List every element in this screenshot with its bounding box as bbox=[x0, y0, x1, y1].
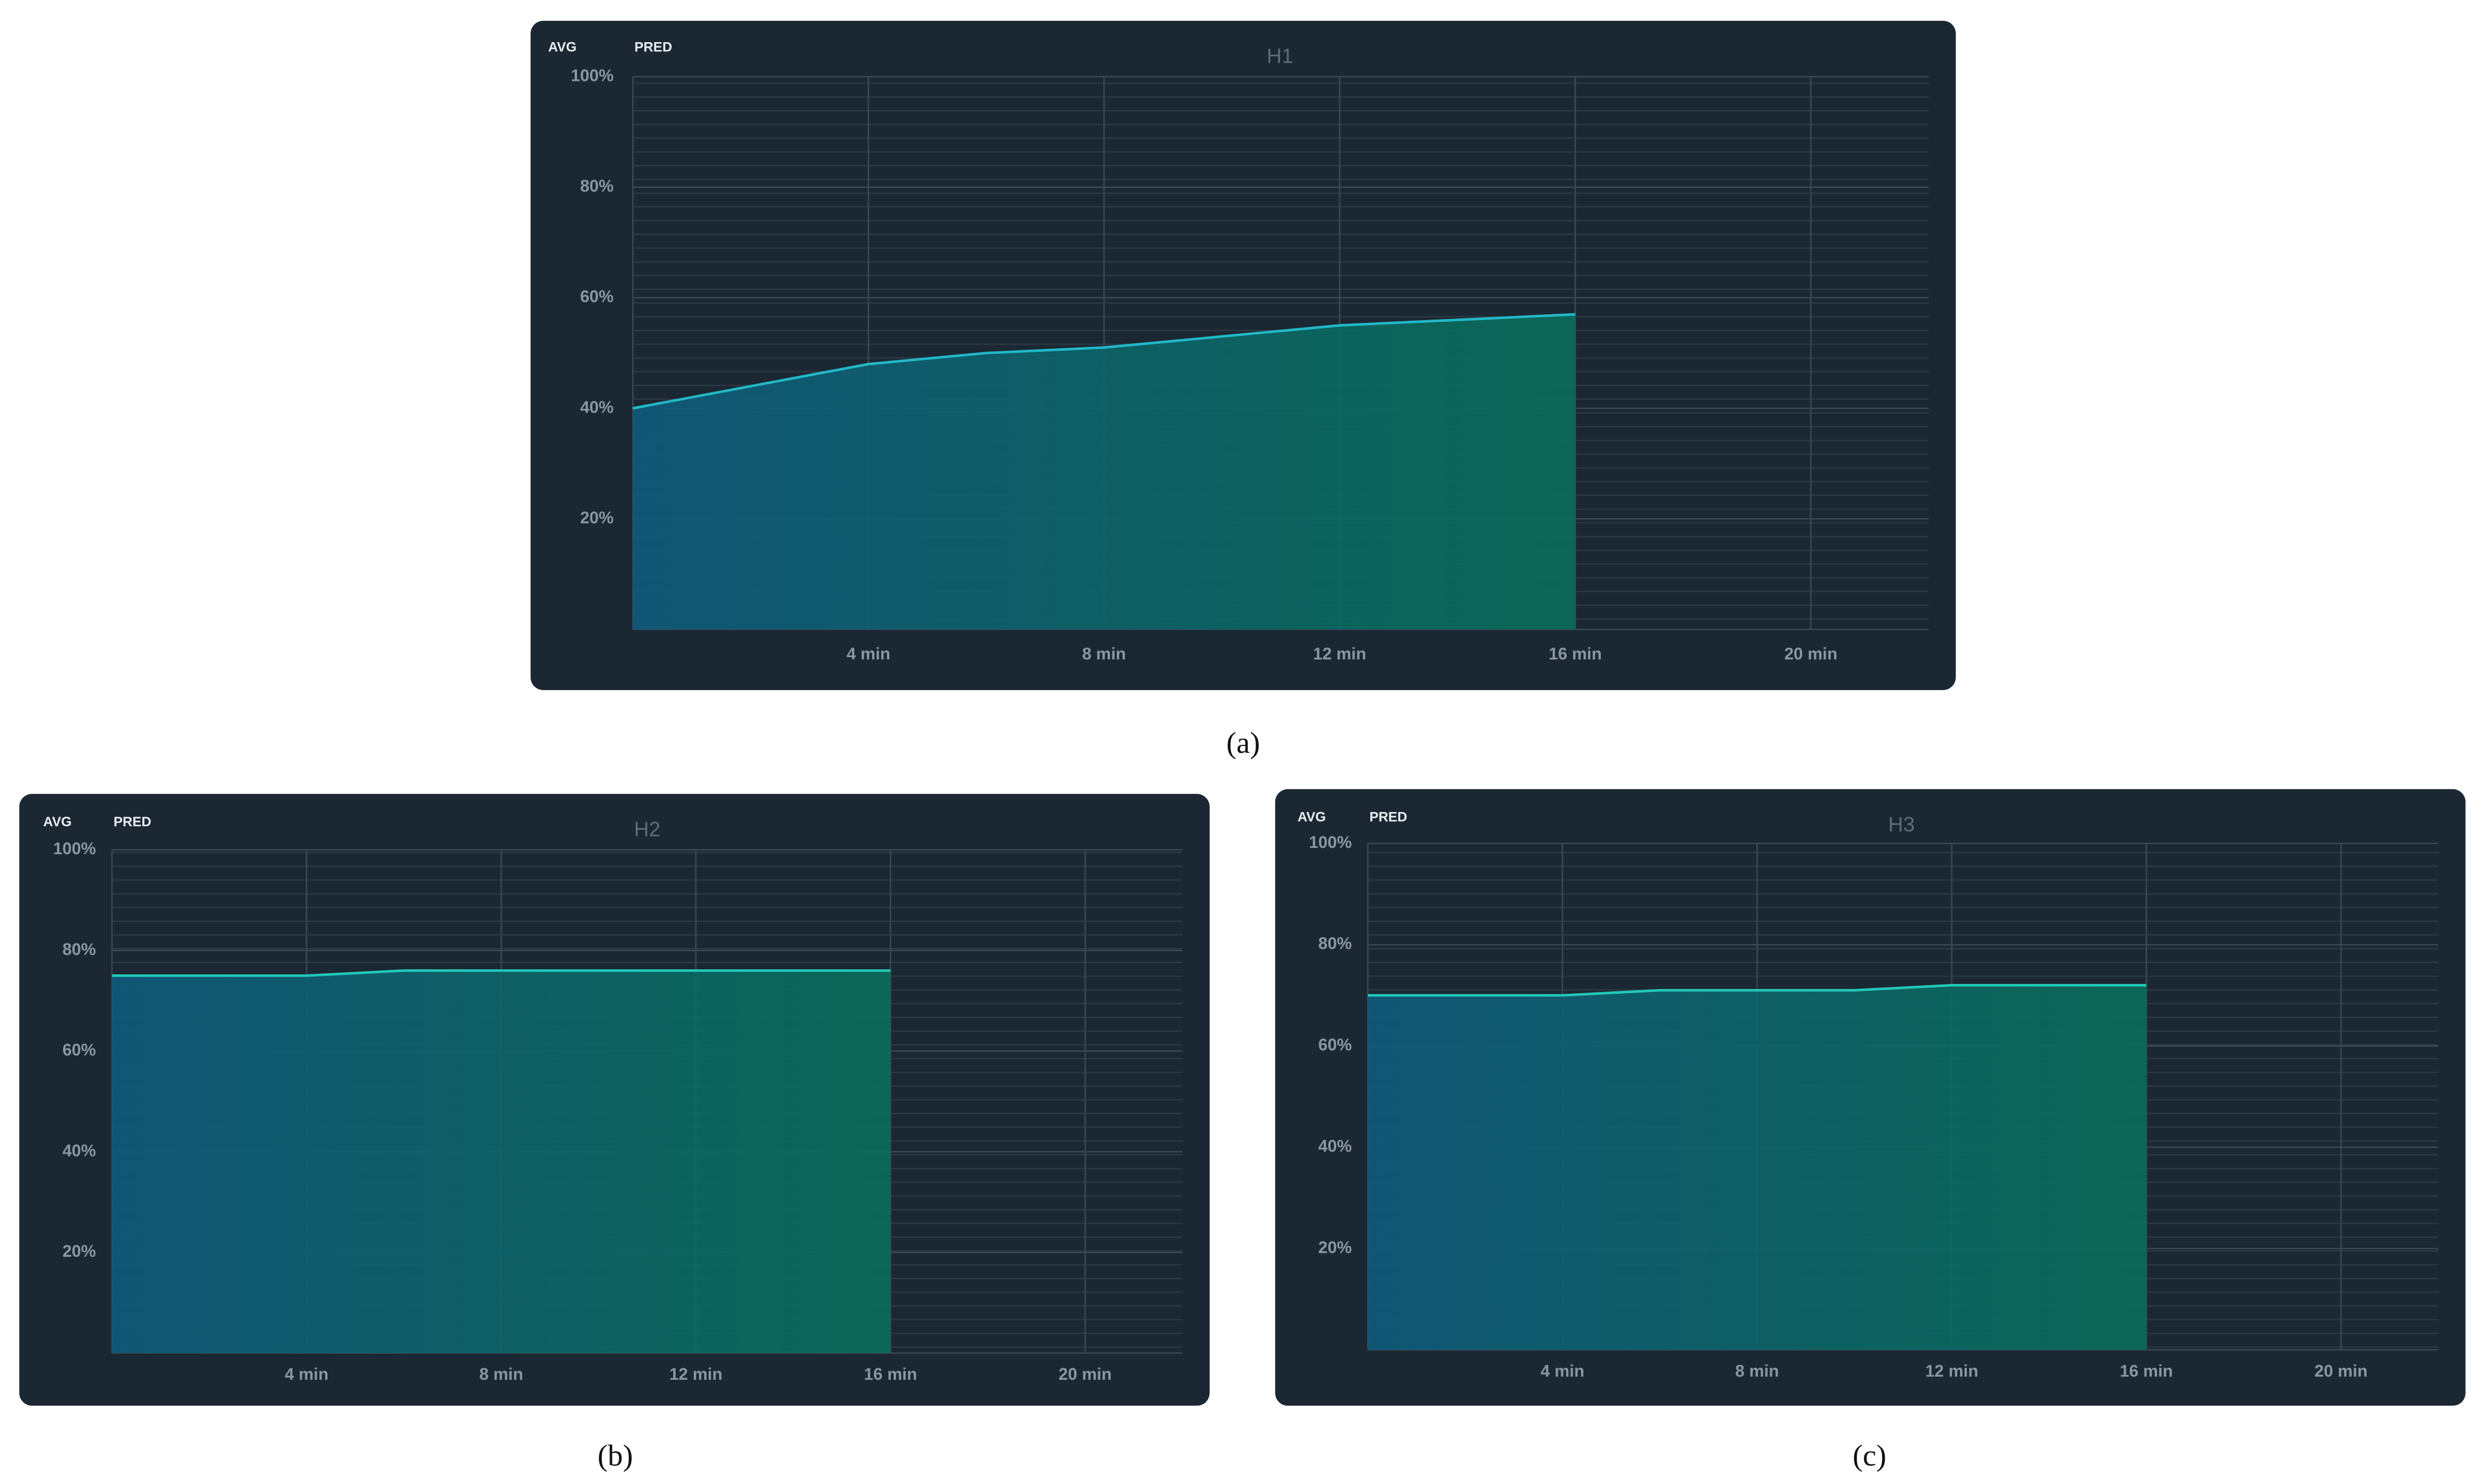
y-tick-label: 40% bbox=[580, 398, 613, 417]
x-tick-label: 20 min bbox=[1785, 645, 1838, 663]
chart-title: H2 bbox=[634, 817, 661, 841]
y-tick-label: 80% bbox=[63, 940, 96, 959]
chart-panel: H2 AVG PRED 20% 40% 60% 80% 100% 4 min 8 min 12 mi… bbox=[19, 794, 1210, 1406]
y-tick-label: 20% bbox=[1318, 1238, 1352, 1257]
line bbox=[1368, 983, 2147, 997]
y-tick-label: 100% bbox=[1309, 833, 1352, 852]
x-tick-label: 4 min bbox=[285, 1365, 329, 1384]
x-tick-label: 16 min bbox=[864, 1365, 917, 1384]
y-tick-label: 40% bbox=[63, 1141, 96, 1160]
caption: (b) bbox=[598, 1438, 633, 1472]
x-tick-label: 4 min bbox=[846, 645, 890, 663]
x-tick-label: 8 min bbox=[1735, 1362, 1779, 1380]
line bbox=[112, 969, 891, 977]
toggle-button[interactable]: AVG bbox=[1298, 810, 1326, 825]
x-tick-label: 16 min bbox=[2120, 1362, 2173, 1380]
y-tick-label: 80% bbox=[1318, 934, 1352, 953]
chart-panel: H1 AVG PRED 20% 40% 60% 80% 100% 4 min 8 min 12 mi… bbox=[530, 21, 1956, 690]
y-tick-label: 80% bbox=[580, 177, 613, 196]
y-tick-label: 40% bbox=[1318, 1137, 1352, 1155]
x-tick-label: 12 min bbox=[669, 1365, 722, 1384]
area bbox=[112, 970, 891, 1353]
x-tick-label: 16 min bbox=[1549, 645, 1602, 663]
toggle-button[interactable]: AVG bbox=[548, 39, 576, 55]
area bbox=[633, 314, 1575, 630]
caption: (a) bbox=[1226, 726, 1260, 760]
y-tick-label: 20% bbox=[580, 509, 613, 527]
x-tick-label: 8 min bbox=[480, 1365, 523, 1384]
toggle-button[interactable]: AVG bbox=[43, 814, 72, 830]
x-tick-label: 20 min bbox=[2314, 1362, 2367, 1380]
chart-panel: H3 AVG PRED 20% 40% 60% 80% 100% 4 min 8 min 12 mi… bbox=[1275, 789, 2466, 1406]
chart-title: H3 bbox=[1888, 813, 1915, 836]
x-tick-label: 20 min bbox=[1059, 1365, 1112, 1384]
y-tick-label: 60% bbox=[580, 288, 613, 306]
x-tick-label: 12 min bbox=[1925, 1362, 1978, 1380]
caption: (c) bbox=[1853, 1438, 1886, 1472]
line bbox=[632, 313, 1575, 410]
area bbox=[1368, 985, 2147, 1350]
toggle-button[interactable]: PRED bbox=[113, 814, 151, 830]
x-tick-label: 8 min bbox=[1082, 645, 1126, 663]
y-tick-label: 20% bbox=[63, 1242, 96, 1261]
y-tick-label: 100% bbox=[571, 66, 613, 85]
toggle-button[interactable]: PRED bbox=[1369, 810, 1407, 825]
x-tick-label: 4 min bbox=[1541, 1362, 1585, 1380]
toggle-button[interactable]: PRED bbox=[635, 39, 672, 55]
x-tick-label: 12 min bbox=[1313, 645, 1366, 663]
chart-title: H1 bbox=[1267, 44, 1294, 68]
y-tick-label: 60% bbox=[63, 1041, 96, 1060]
y-tick-label: 100% bbox=[53, 839, 96, 858]
y-tick-label: 60% bbox=[1318, 1036, 1352, 1055]
